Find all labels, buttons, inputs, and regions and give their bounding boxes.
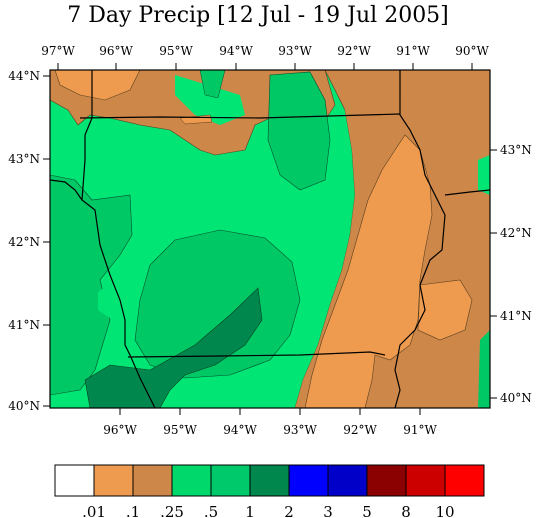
bottom-tick-label: 95°W bbox=[163, 423, 197, 437]
bottom-tick-label: 92°W bbox=[343, 423, 377, 437]
legend-level-label: 3 bbox=[323, 503, 333, 518]
precip-region-medgreen-north bbox=[199, 70, 226, 99]
legend-swatch bbox=[93, 464, 134, 497]
left-tick-label: 42°N bbox=[8, 235, 40, 249]
top-tick-label: 97°W bbox=[41, 44, 75, 58]
left-tick-label: 41°N bbox=[8, 318, 40, 332]
legend-level-label: 10 bbox=[435, 503, 454, 518]
legend-swatch bbox=[327, 464, 368, 497]
border-sd-ne bbox=[50, 179, 83, 201]
top-tick-label: 91°W bbox=[396, 44, 430, 58]
left-tick-label: 43°N bbox=[8, 152, 40, 166]
legend-swatch bbox=[405, 464, 446, 497]
top-tick-label: 94°W bbox=[219, 44, 253, 58]
map-title: 7 Day Precip [12 Jul - 19 Jul 2005] bbox=[67, 3, 449, 28]
left-tick-label: 44°N bbox=[8, 69, 40, 83]
legend-level-label: 8 bbox=[401, 503, 411, 518]
bottom-tick-label: 94°W bbox=[223, 423, 257, 437]
precip-region-green-west-pocket bbox=[98, 285, 118, 318]
legend-level-label: .1 bbox=[126, 503, 140, 518]
legend-level-label: 2 bbox=[284, 503, 294, 518]
precip-region-green-edge bbox=[478, 155, 490, 195]
precip-region-green-se bbox=[478, 330, 490, 408]
legend-swatch bbox=[54, 464, 95, 497]
legend-swatch bbox=[288, 464, 329, 497]
top-tick-label: 92°W bbox=[337, 44, 371, 58]
left-axis-labels: 44°N 43°N 42°N 41°N 40°N bbox=[8, 69, 40, 413]
precip-region-orange-se bbox=[417, 279, 473, 341]
legend-level-label: .01 bbox=[82, 503, 106, 518]
top-tick-label: 90°W bbox=[455, 44, 489, 58]
legend-swatch bbox=[210, 464, 251, 497]
precip-region-green-north bbox=[175, 75, 245, 125]
legend-swatch bbox=[444, 464, 485, 497]
border-ia-west bbox=[81, 70, 156, 408]
legend-swatch bbox=[171, 464, 212, 497]
top-axis-labels: 97°W 96°W 95°W 94°W 93°W 92°W 91°W 90°W bbox=[41, 44, 489, 58]
top-tick-label: 95°W bbox=[159, 44, 193, 58]
map-frame bbox=[49, 69, 491, 409]
border-mississippi bbox=[394, 70, 446, 408]
bottom-tick-label: 96°W bbox=[103, 423, 137, 437]
legend-level-label: 1 bbox=[245, 503, 255, 518]
state-borders bbox=[50, 70, 490, 408]
precip-region-tan-band bbox=[295, 70, 405, 408]
legend-level-label: .5 bbox=[204, 503, 218, 518]
legend-level-label: 5 bbox=[362, 503, 372, 518]
precip-region-medgreen-center bbox=[267, 71, 331, 191]
map-panel: 97°W 96°W 95°W 94°W 93°W 92°W 91°W 90°W … bbox=[8, 44, 532, 437]
legend-swatch bbox=[132, 464, 173, 497]
tick-marks bbox=[43, 63, 497, 415]
right-tick-label: 43°N bbox=[500, 143, 532, 157]
right-tick-label: 42°N bbox=[500, 226, 532, 240]
bottom-tick-label: 91°W bbox=[403, 423, 437, 437]
top-tick-label: 96°W bbox=[99, 44, 133, 58]
border-wi-il bbox=[444, 189, 490, 196]
legend-swatch bbox=[366, 464, 407, 497]
border-mn-ia bbox=[79, 113, 401, 119]
bottom-axis-labels: 96°W 95°W 94°W 93°W 92°W 91°W bbox=[103, 423, 437, 437]
precip-region-orange-nw bbox=[54, 70, 141, 101]
right-tick-label: 41°N bbox=[500, 309, 532, 323]
precip-region-darkgreen-core bbox=[84, 287, 263, 408]
bottom-tick-label: 93°W bbox=[283, 423, 317, 437]
legend-level-label: .25 bbox=[160, 503, 184, 518]
color-legend: .01 .1 .25 .5 1 2 3 5 8 10 bbox=[54, 464, 485, 518]
border-ia-mo bbox=[127, 351, 386, 358]
left-tick-label: 40°N bbox=[8, 399, 40, 413]
precip-region-orange-east bbox=[304, 134, 433, 408]
legend-swatch bbox=[249, 464, 290, 497]
right-axis-labels: 43°N 42°N 41°N 40°N bbox=[500, 143, 532, 405]
right-tick-label: 40°N bbox=[500, 391, 532, 405]
top-tick-label: 93°W bbox=[278, 44, 312, 58]
precip-region-medgreen-west bbox=[50, 174, 133, 396]
precip-region-medgreen-center-ring bbox=[134, 229, 301, 379]
